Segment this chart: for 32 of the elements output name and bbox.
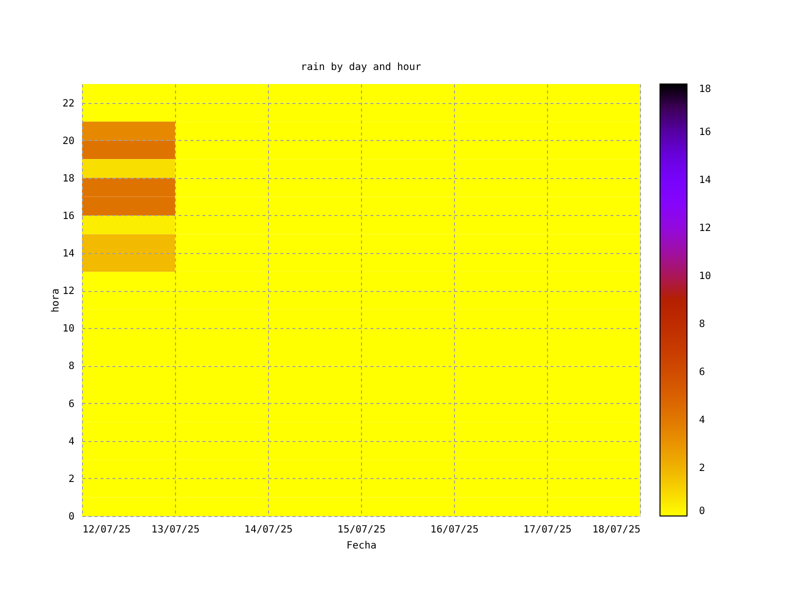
y-tick-label: 10 bbox=[62, 324, 74, 335]
color-bar-label: 0 bbox=[699, 506, 706, 517]
color-bar-label: 6 bbox=[699, 367, 706, 378]
y-tick-label: 18 bbox=[62, 173, 74, 184]
color-bar-label: 4 bbox=[699, 415, 706, 426]
color-bar-label: 8 bbox=[699, 319, 706, 330]
color-bar-label: 14 bbox=[699, 175, 712, 186]
color-bar-label: 2 bbox=[699, 463, 706, 474]
y-tick-label: 8 bbox=[68, 361, 74, 372]
x-tick-label: 13/07/25 bbox=[151, 524, 200, 536]
x-tick-label: 15/07/25 bbox=[337, 524, 386, 536]
y-tick-label: 2 bbox=[68, 474, 74, 485]
y-tick-label: 6 bbox=[68, 398, 74, 410]
x-tick-label: 17/07/25 bbox=[523, 524, 572, 536]
y-tick-label: 14 bbox=[62, 248, 74, 260]
x-tick-label: 14/07/25 bbox=[244, 524, 293, 536]
color-bar-label: 18 bbox=[699, 84, 712, 95]
chart-title: rain by day and hour bbox=[300, 62, 422, 73]
x-axis-title: Fecha bbox=[346, 540, 377, 552]
y-tick-label: 12 bbox=[62, 286, 74, 298]
y-tick-label: 16 bbox=[62, 210, 74, 222]
x-tick-label: 18/07/25 bbox=[592, 524, 640, 536]
color-bar-label: 12 bbox=[699, 223, 712, 234]
x-tick-label: 12/07/25 bbox=[82, 524, 131, 536]
color-bar-label: 16 bbox=[699, 127, 712, 138]
y-tick-label: 0 bbox=[68, 512, 74, 522]
color-bar-label: 10 bbox=[699, 271, 712, 282]
x-tick-label: 16/07/25 bbox=[430, 524, 479, 536]
y-tick-label: 4 bbox=[68, 436, 74, 448]
y-axis-title: hora bbox=[50, 288, 62, 313]
y-tick-label: 22 bbox=[62, 98, 74, 110]
y-tick-label: 20 bbox=[62, 136, 74, 147]
